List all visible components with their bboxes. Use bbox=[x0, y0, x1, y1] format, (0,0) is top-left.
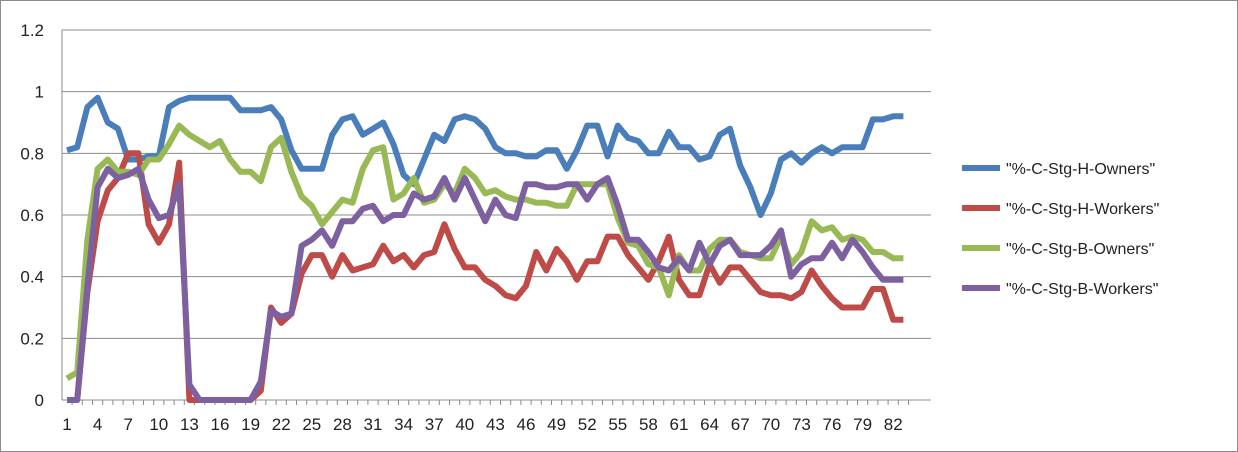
x-tick-label: 43 bbox=[486, 415, 505, 434]
x-tick-label: 79 bbox=[853, 415, 872, 434]
x-tick-label: 49 bbox=[547, 415, 566, 434]
legend-label: "%-C-Stg-H-Owners" bbox=[1006, 161, 1155, 178]
x-tick-label: 22 bbox=[272, 415, 291, 434]
x-tick-label: 28 bbox=[333, 415, 352, 434]
x-tick-label: 31 bbox=[364, 415, 383, 434]
x-tick-label: 1 bbox=[62, 415, 71, 434]
series-lines bbox=[65, 94, 904, 403]
legend-label: "%-C-Stg-B-Workers" bbox=[1006, 281, 1158, 298]
y-tick-label: 0.8 bbox=[20, 144, 44, 163]
y-tick-label: 0.4 bbox=[20, 268, 44, 287]
gridlines bbox=[62, 29, 931, 339]
x-tick-label: 52 bbox=[578, 415, 597, 434]
legend-label: "%-C-Stg-B-Owners" bbox=[1006, 241, 1154, 258]
x-tick-label: 64 bbox=[700, 415, 719, 434]
x-tick-label: 73 bbox=[792, 415, 811, 434]
x-tick-label: 76 bbox=[823, 415, 842, 434]
x-tick-label: 61 bbox=[670, 415, 689, 434]
y-tick-label: 1.2 bbox=[20, 21, 44, 40]
x-tick-label: 19 bbox=[241, 415, 260, 434]
y-tick-label: 0 bbox=[35, 391, 44, 410]
x-tick-label: 4 bbox=[93, 415, 102, 434]
y-tick-label: 0.6 bbox=[20, 206, 44, 225]
y-tick-labels: 0 0.2 0.4 0.6 0.8 1 1.2 bbox=[20, 21, 44, 410]
x-tick-label: 67 bbox=[731, 415, 750, 434]
x-tick-label: 10 bbox=[149, 415, 168, 434]
y-tick-label: 1 bbox=[35, 83, 44, 102]
x-tick-label: 46 bbox=[517, 415, 536, 434]
x-tick-label: 40 bbox=[455, 415, 474, 434]
legend-label: "%-C-Stg-H-Workers" bbox=[1006, 201, 1159, 218]
x-tick-label: 82 bbox=[884, 415, 903, 434]
series-line-4 bbox=[67, 165, 904, 403]
x-tick-label: 55 bbox=[608, 415, 627, 434]
x-tick-label: 70 bbox=[761, 415, 780, 434]
x-tick-label: 25 bbox=[302, 415, 321, 434]
x-tick-label: 13 bbox=[180, 415, 199, 434]
x-tick-label: 34 bbox=[394, 415, 413, 434]
x-tick-label: 7 bbox=[123, 415, 132, 434]
x-tick-label: 58 bbox=[639, 415, 658, 434]
series-line-3 bbox=[65, 122, 904, 381]
x-tick-label: 16 bbox=[211, 415, 230, 434]
axes bbox=[61, 30, 931, 405]
y-tick-label: 0.2 bbox=[20, 329, 44, 348]
x-tick-label: 37 bbox=[425, 415, 444, 434]
series-line-1 bbox=[66, 94, 904, 218]
legend: "%-C-Stg-H-Owners" "%-C-Stg-H-Workers" "%-… bbox=[962, 161, 1159, 298]
x-tick-labels: 1 4 7 10 13 16 19 22 25 28 31 34 37 40 43 46 49 52 55 58 61 6… bbox=[62, 415, 902, 434]
